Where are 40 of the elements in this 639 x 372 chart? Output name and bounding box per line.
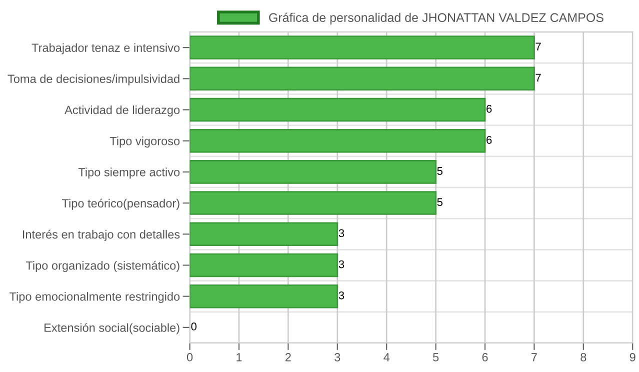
x-tick-label: 8 <box>580 353 586 362</box>
x-tick-label: 4 <box>384 353 390 362</box>
bar <box>190 284 338 308</box>
data-label: 6 <box>486 104 492 113</box>
x-tick-label: 3 <box>334 353 340 362</box>
y-tick-label: Tipo emocionalmente restringido <box>10 292 180 304</box>
bar <box>190 128 486 153</box>
x-tick-label: 9 <box>630 353 636 362</box>
y-tick-label: Actividad de liderazgo <box>64 105 180 116</box>
bar <box>190 253 338 278</box>
y-tick-label: Extensión social(sociable) <box>44 323 180 334</box>
data-label: 5 <box>437 198 442 206</box>
data-label: 3 <box>338 260 344 268</box>
data-label: 6 <box>486 136 492 144</box>
x-tick-label: 0 <box>186 353 193 362</box>
bar <box>190 36 535 60</box>
data-label: 5 <box>437 167 442 175</box>
y-tick-label: Trabajador tenaz e intensivo <box>32 43 180 54</box>
y-tick-label: Tipo vigoroso <box>110 136 180 148</box>
data-label: 7 <box>536 74 541 82</box>
x-tick-label: 6 <box>482 353 488 362</box>
bar <box>190 98 486 122</box>
x-tick-label: 1 <box>236 353 242 362</box>
data-label: 3 <box>338 229 344 238</box>
legend-label: Gráfica de personalidad de JHONATTAN VALDEZ CAMPOS <box>269 12 604 24</box>
x-tick-label: 7 <box>532 353 537 362</box>
x-tick-label: 2 <box>286 353 291 362</box>
data-label: 0 <box>191 322 197 330</box>
x-tick-label: 5 <box>432 353 439 362</box>
y-tick-label: Tipo organizado (sistemático) <box>26 260 180 272</box>
bar <box>190 66 535 91</box>
bar <box>190 191 436 215</box>
data-label: 7 <box>536 42 541 50</box>
y-tick-label: Tipo siempre activo <box>78 168 180 179</box>
bar <box>190 222 338 246</box>
y-tick-label: Tipo teórico(pensador) <box>62 198 180 210</box>
y-tick-label: Toma de decisiones/impulsividad <box>8 74 180 86</box>
bar <box>190 160 436 184</box>
data-label: 3 <box>338 291 344 300</box>
y-tick-label: Interés en trabajo con detalles <box>23 230 180 241</box>
